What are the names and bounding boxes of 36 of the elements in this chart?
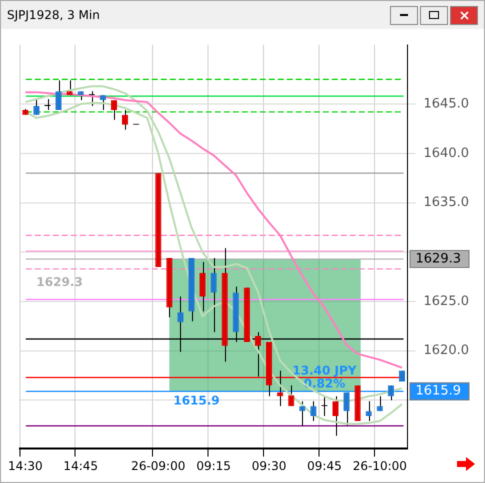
candlestick [44, 98, 51, 110]
candlestick [33, 98, 40, 116]
candlestick [210, 258, 217, 333]
chart-title: SJPJ1928, 3 Min [7, 8, 101, 22]
candlestick [56, 80, 62, 110]
x-tick-label: 14:45 [63, 458, 98, 473]
candlestick [200, 262, 206, 312]
annotation: 1615.9 [173, 393, 220, 408]
annotation: 13.40 JPY [292, 363, 357, 378]
candlestick [332, 396, 339, 436]
annotation: 1629.3 [36, 275, 83, 290]
annotation: 0.82% [304, 376, 346, 390]
y-tick-label: 1625.0 [424, 294, 470, 309]
x-tick-label: 09:45 [307, 458, 342, 473]
x-tick-label: 09:15 [196, 458, 231, 473]
y-tick-label: 1640.0 [424, 146, 470, 161]
candlestick [288, 384, 294, 407]
candlestick [110, 100, 118, 120]
candlestick [122, 109, 128, 130]
candlestick [344, 392, 350, 426]
candlestick [376, 396, 383, 412]
y-tick-label: 1620.0 [424, 343, 470, 358]
y-tick-label: 1645.0 [424, 96, 470, 112]
ref-line-label: 1615.9 [416, 384, 462, 399]
y-tick-label: 1635.0 [424, 195, 470, 210]
x-tick-label: 26-09:00 [131, 458, 186, 473]
x-tick-label: 14:30 [8, 458, 43, 473]
candlestick [299, 400, 306, 426]
candlestick [366, 400, 372, 422]
candlestick [100, 94, 106, 110]
candlestick [277, 370, 284, 407]
candlestick [310, 400, 316, 422]
x-tick-label: 09:30 [252, 458, 286, 473]
candlestick [388, 384, 394, 401]
x-tick-label: 26-10:00 [352, 458, 407, 473]
ref-line-label: 1629.3 [416, 251, 462, 266]
